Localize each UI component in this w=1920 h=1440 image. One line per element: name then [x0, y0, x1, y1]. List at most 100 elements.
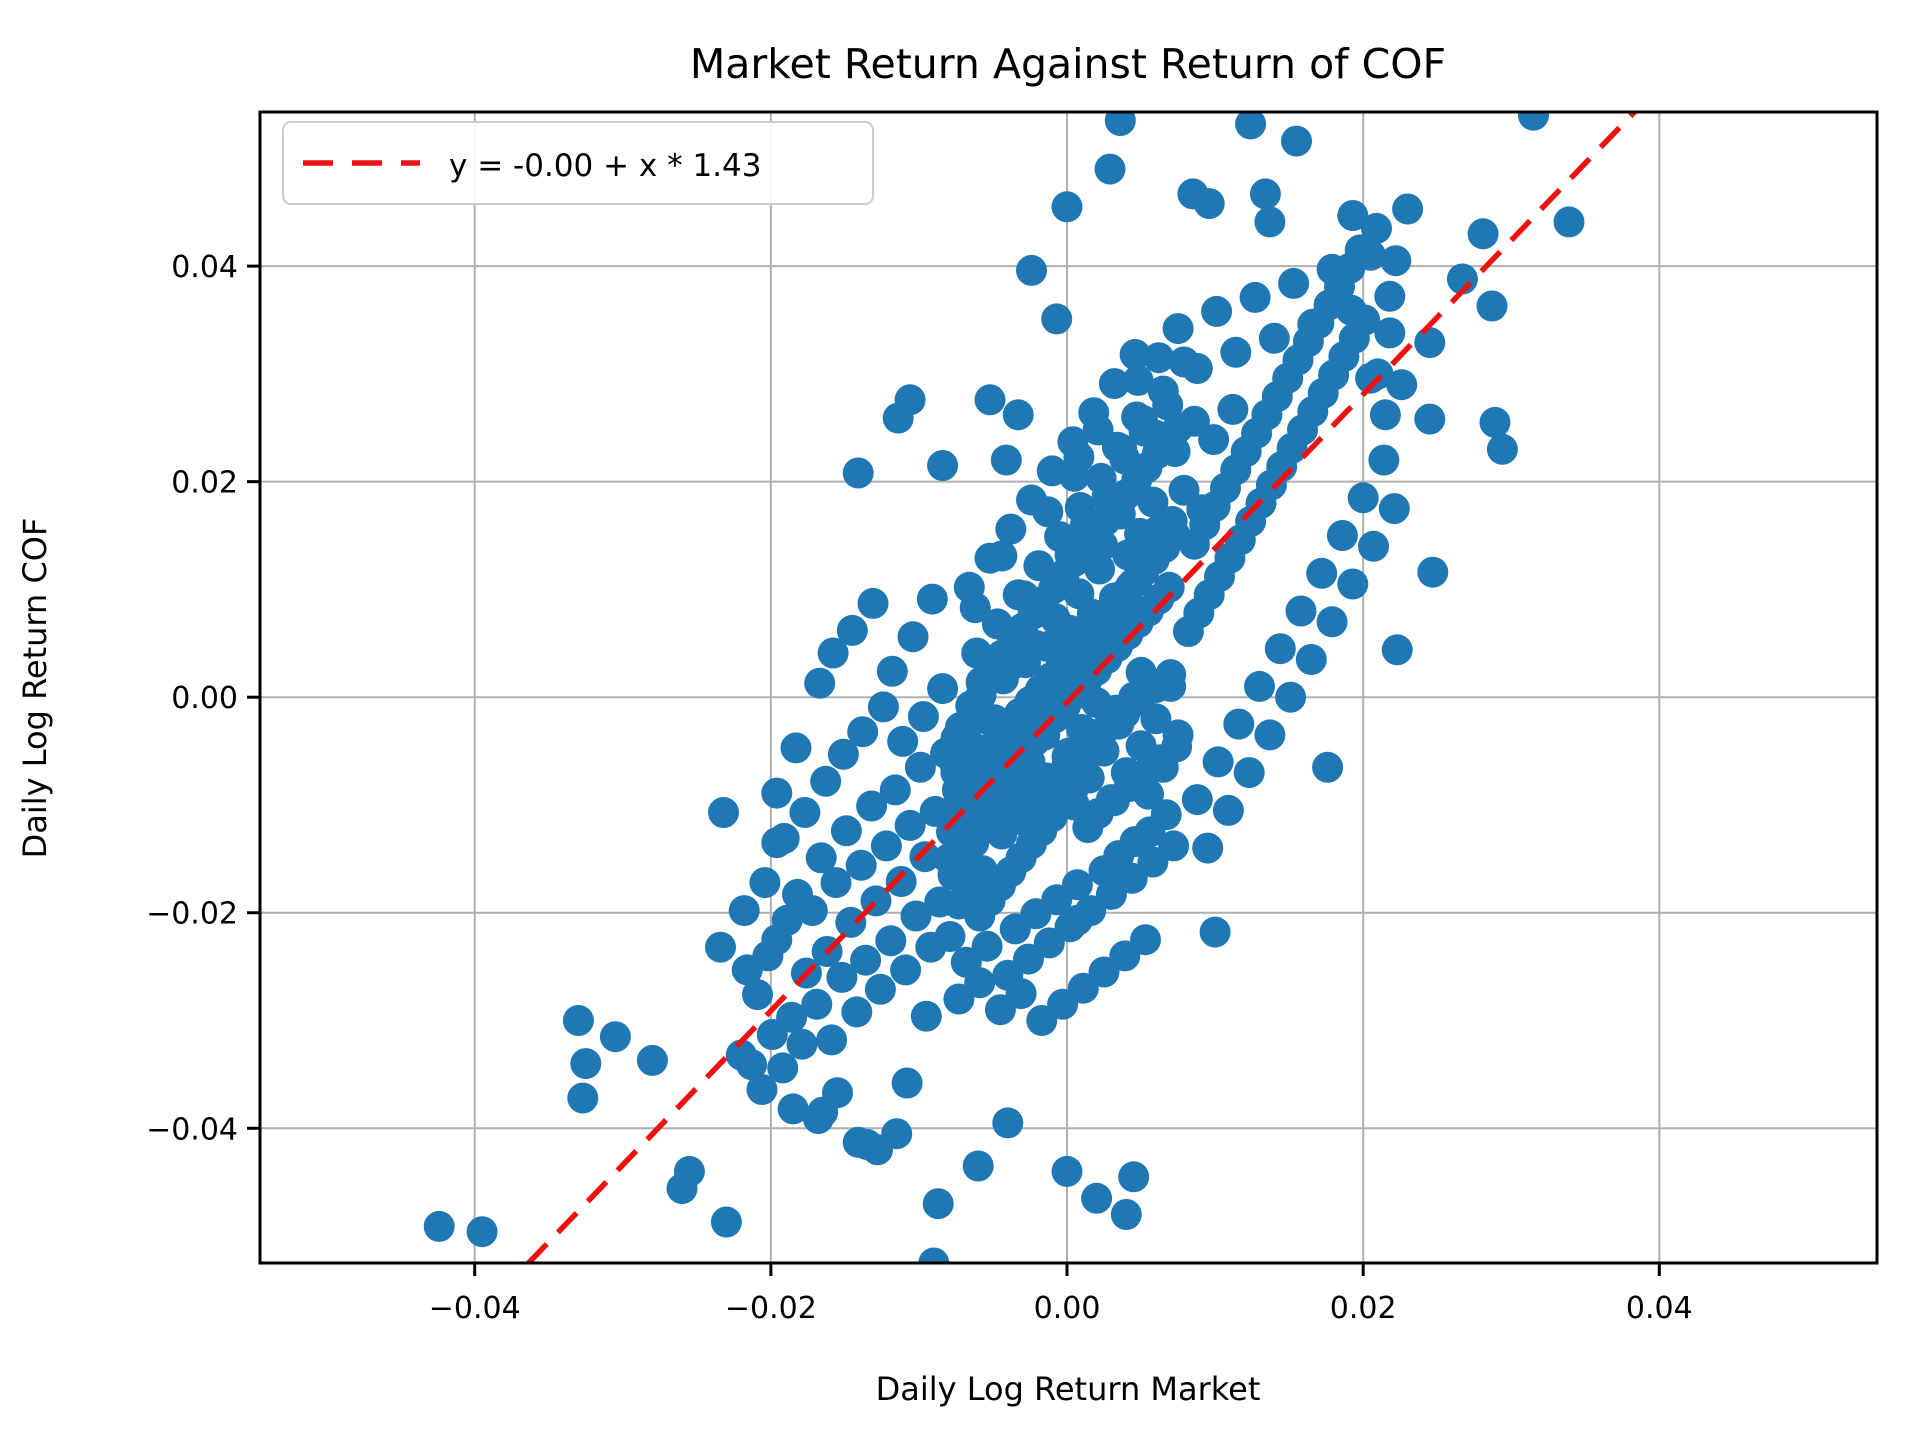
data-point: [1110, 1199, 1142, 1230]
data-point: [1281, 125, 1312, 157]
data-point: [1051, 191, 1083, 223]
data-point: [971, 930, 1003, 962]
data-point: [1361, 212, 1392, 244]
data-point: [1381, 634, 1413, 666]
data-point: [780, 732, 812, 764]
data-point: [1081, 1182, 1113, 1214]
data-point: [974, 384, 1006, 416]
data-point: [1084, 553, 1116, 585]
data-point: [826, 961, 858, 993]
data-point: [1192, 832, 1224, 864]
x-tick-label: −0.02: [725, 1291, 817, 1326]
data-point: [944, 711, 976, 743]
data-point: [1386, 369, 1418, 401]
legend-label: y = -0.00 + x * 1.43: [449, 148, 762, 184]
data-point: [1369, 399, 1401, 431]
data-point: [961, 637, 993, 669]
data-point: [1193, 188, 1225, 220]
data-point: [1239, 281, 1271, 313]
data-point: [1233, 757, 1265, 789]
data-point: [1337, 568, 1369, 600]
data-point: [907, 701, 939, 733]
y-tick-label: 0.04: [171, 250, 238, 285]
data-point: [916, 583, 948, 615]
data-point: [786, 1028, 818, 1060]
data-point: [1223, 708, 1255, 740]
data-point: [789, 797, 821, 828]
data-point: [890, 954, 922, 986]
data-point: [1007, 697, 1039, 729]
x-tick-label: 0.04: [1626, 1291, 1693, 1326]
data-point: [1140, 703, 1172, 735]
data-point: [990, 444, 1022, 476]
data-point: [964, 967, 996, 999]
data-point: [1153, 571, 1185, 603]
data-point: [1152, 389, 1184, 421]
data-point: [981, 608, 1013, 640]
y-tick-label: −0.04: [146, 1112, 238, 1147]
data-point: [1212, 794, 1244, 826]
data-point: [1073, 762, 1105, 794]
data-point: [1297, 308, 1329, 340]
y-tick-label: −0.02: [146, 897, 238, 932]
data-point: [1201, 295, 1233, 327]
data-point: [423, 1210, 455, 1242]
data-point: [822, 1077, 853, 1109]
data-point: [900, 900, 932, 932]
data-point: [1414, 403, 1446, 435]
data-point: [1121, 401, 1153, 433]
data-point: [562, 1005, 594, 1036]
data-point: [1021, 794, 1053, 826]
data-point: [864, 973, 896, 1005]
data-point: [599, 1021, 631, 1053]
data-point: [1186, 494, 1218, 526]
scatter-points: [423, 112, 1585, 1263]
data-point: [959, 592, 991, 624]
data-point: [1054, 614, 1086, 646]
data-point: [1220, 336, 1252, 368]
data-point: [999, 773, 1031, 805]
data-point: [1244, 670, 1275, 702]
data-point: [1162, 719, 1194, 751]
data-point: [1158, 830, 1190, 862]
data-point: [943, 983, 975, 1015]
y-axis-label: Daily Log Return COF: [16, 518, 54, 859]
data-point: [1005, 978, 1037, 1010]
data-point: [1467, 218, 1499, 250]
data-point: [1316, 606, 1348, 638]
data-point: [842, 457, 874, 489]
data-point: [1178, 405, 1210, 437]
data-point: [897, 621, 929, 653]
data-point: [705, 931, 736, 963]
data-point: [1147, 751, 1179, 783]
data-point: [870, 830, 902, 862]
data-point: [885, 866, 917, 897]
data-point: [1036, 767, 1068, 799]
data-point: [1254, 719, 1286, 751]
data-point: [1023, 550, 1055, 582]
data-point: [736, 1049, 768, 1081]
data-point: [1156, 506, 1188, 537]
data-point: [887, 725, 919, 757]
data-point: [1125, 730, 1157, 762]
data-point: [1199, 916, 1231, 948]
data-point: [1118, 681, 1150, 713]
x-tick-label: 0.00: [1034, 1291, 1101, 1326]
data-point: [1278, 267, 1310, 299]
data-point: [927, 450, 959, 481]
data-point: [1306, 557, 1338, 589]
data-point: [1476, 290, 1508, 322]
data-point: [1553, 206, 1585, 238]
data-point: [970, 703, 1002, 735]
data-point: [1159, 436, 1191, 467]
data-point: [1061, 869, 1093, 901]
data-point: [1054, 539, 1086, 571]
data-point: [1316, 253, 1348, 285]
data-point: [875, 925, 907, 957]
data-point: [947, 805, 979, 837]
data-point: [1014, 746, 1046, 778]
x-tick-label: 0.02: [1330, 1291, 1397, 1326]
data-point: [894, 809, 926, 841]
data-point: [1181, 353, 1213, 384]
y-tick-label: 0.00: [171, 681, 238, 716]
